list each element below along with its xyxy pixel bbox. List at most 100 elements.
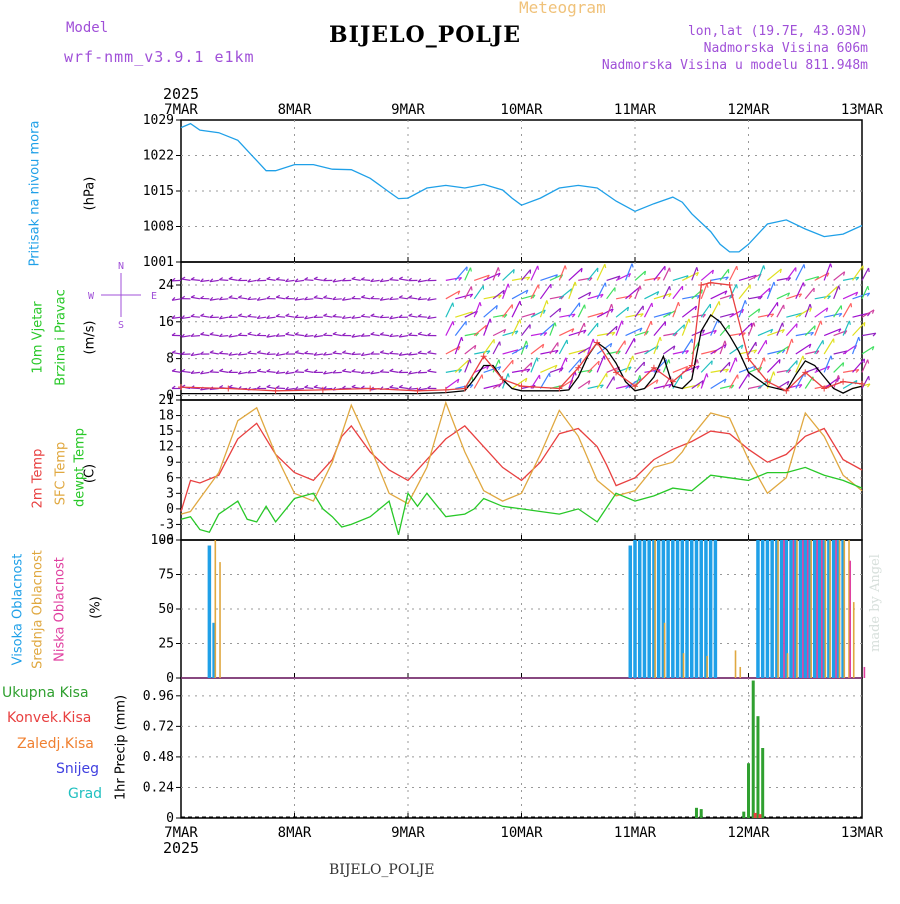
- wind-barb: [777, 305, 784, 317]
- wind-barb-head: [267, 277, 271, 279]
- wind-barb: [730, 375, 738, 389]
- sfc-label: SFC Temp: [54, 429, 69, 519]
- wind-barb: [361, 316, 370, 317]
- wind-barb-head: [305, 369, 309, 371]
- wind-barb: [749, 309, 760, 317]
- wind-barb-head: [566, 358, 567, 362]
- cloud-bar: [799, 540, 803, 678]
- cloud-bar: [671, 540, 675, 678]
- wind-barb: [182, 371, 191, 372]
- legend-hail: Grad: [68, 786, 102, 802]
- cloud-bar: [783, 540, 785, 678]
- wind-barb-head: [764, 358, 765, 362]
- wind-barb-head: [229, 296, 232, 298]
- wind-unit: (m/s): [83, 308, 98, 368]
- wind-barb-head: [462, 337, 463, 341]
- wind-barb: [238, 316, 247, 317]
- wind-barb-head: [678, 302, 679, 306]
- cloud-bar: [709, 540, 713, 678]
- cloud-bar: [829, 540, 831, 678]
- wind-barb-head: [314, 385, 318, 387]
- mid-cloud-label: Srednja Oblacnost: [31, 540, 46, 680]
- wind-barb: [540, 350, 558, 354]
- wind-barb-head: [409, 314, 413, 316]
- time-tick-bottom: 8MAR: [278, 825, 312, 841]
- wind-barb: [853, 337, 859, 354]
- t2m-label: 2m Temp: [31, 439, 46, 519]
- time-tick-top: 12MAR: [727, 102, 770, 118]
- wind-barb-head: [314, 296, 317, 298]
- wind-barb: [862, 346, 874, 354]
- wind-barb-head: [427, 351, 431, 353]
- wind-barb: [663, 286, 669, 299]
- cloud-bar: [629, 546, 633, 678]
- gust-marker: [840, 379, 846, 385]
- wind-barb-head: [547, 300, 548, 304]
- time-tick-top: 11MAR: [614, 102, 657, 118]
- precip-bar: [700, 809, 703, 818]
- cloud-bar: [685, 540, 689, 678]
- wind-barb: [219, 371, 228, 373]
- wind-barb-head: [257, 369, 261, 371]
- credit-watermark: made by Angel: [868, 554, 883, 652]
- cloud-bar: [643, 540, 647, 678]
- wind-barb: [626, 264, 632, 281]
- wind-barb: [682, 306, 696, 317]
- cloud-bar: [215, 540, 217, 678]
- wind-barb: [843, 303, 851, 317]
- wind-barb-head: [390, 369, 394, 371]
- wind-barb: [663, 346, 674, 354]
- wind-barb: [522, 270, 531, 281]
- wind-barb-head: [471, 268, 472, 272]
- wind-barb-head: [605, 264, 606, 268]
- wind-barb-head: [200, 332, 204, 334]
- wind-barb-head: [520, 319, 521, 323]
- wind-barb-head: [409, 296, 412, 298]
- wind-barb-head: [555, 323, 556, 327]
- wind-barb-head: [697, 360, 698, 364]
- wind-barb: [531, 266, 538, 281]
- pressure-tick-label: 1029: [143, 113, 174, 128]
- wind-barb: [522, 341, 527, 354]
- cloud-bar: [664, 623, 666, 678]
- wind-barb: [304, 387, 313, 388]
- wind-barb: [399, 279, 408, 280]
- time-tick-bottom: 13MAR: [841, 825, 884, 841]
- cloud-bar: [219, 562, 221, 678]
- wind-barb: [635, 362, 644, 372]
- cloud-bar: [761, 540, 765, 678]
- cloud-bar: [683, 653, 685, 678]
- wind-barb-head: [342, 351, 346, 353]
- wind-barb: [484, 305, 498, 317]
- precip-bar: [756, 716, 759, 818]
- cloud-bar: [813, 540, 817, 678]
- wind-barb: [342, 353, 351, 354]
- wind-barb-head: [684, 325, 685, 329]
- cloud-bar: [818, 540, 822, 678]
- compass-n: N: [118, 261, 124, 272]
- precip-tick-label: 0.24: [143, 780, 174, 795]
- wind-barb-head: [480, 302, 481, 306]
- wind-barb: [474, 302, 480, 317]
- pressure-tick-label: 1022: [143, 149, 174, 164]
- wind-barb: [834, 375, 839, 388]
- wind-barb: [427, 353, 436, 354]
- wind-barb: [390, 353, 399, 354]
- wind-barb-head: [707, 284, 708, 288]
- wind-barb-head: [172, 369, 176, 371]
- wind-barb-head: [670, 286, 671, 290]
- wind-barb-head: [652, 303, 653, 307]
- wind-barb-head: [584, 323, 585, 327]
- wind-barb: [531, 344, 544, 354]
- footer-station: BIJELO_POLJE: [329, 862, 434, 878]
- wind-barb: [248, 353, 257, 354]
- wind-barb-head: [839, 286, 840, 290]
- wind-barb: [540, 373, 549, 389]
- wind-barb-head: [229, 277, 233, 279]
- wind-barb: [550, 308, 561, 317]
- cloud-bar: [864, 667, 866, 678]
- wind-barb: [418, 353, 427, 354]
- wind-barb-head: [697, 267, 698, 271]
- panel-frame-4: [181, 540, 862, 678]
- wind-barb-head: [831, 356, 832, 360]
